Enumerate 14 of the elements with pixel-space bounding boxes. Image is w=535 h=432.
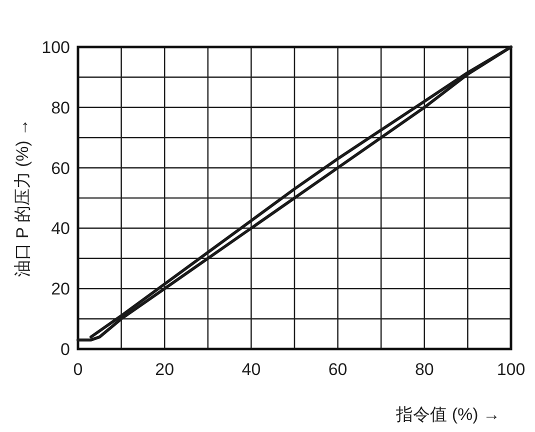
y-tick-label: 60 <box>51 158 70 178</box>
x-tick-label: 100 <box>496 360 526 379</box>
x-axis-title: 指令值 (%) → <box>395 405 500 424</box>
x-tick-label: 40 <box>242 360 261 379</box>
y-tick-label: 40 <box>51 219 70 238</box>
y-tick-label: 80 <box>51 98 70 118</box>
x-tick-label: 20 <box>155 360 174 379</box>
y-tick-label: 20 <box>51 280 70 299</box>
x-tick-label: 0 <box>73 360 83 379</box>
y-axis-title: 油口 P 的压力 (%) → <box>13 118 32 278</box>
x-tick-label: 80 <box>414 360 434 379</box>
x-tick-label: 60 <box>328 360 348 379</box>
y-tick-label: 100 <box>42 38 70 57</box>
y-tick-label: 0 <box>60 340 70 359</box>
